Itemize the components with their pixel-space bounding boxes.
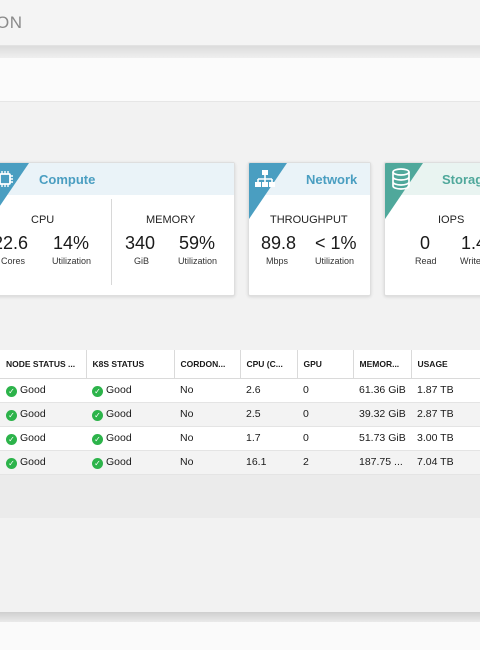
cordon-cell: No [174,402,240,427]
cpu-cores-value: 22.6 [0,233,29,253]
header-shadow [0,46,480,58]
usage-cell: 3.00 TB [411,426,480,451]
cpu-cell: 2.6 [240,378,297,403]
compute-divider [111,199,112,285]
table-row[interactable]: ✓ Good ✓ Good No 2.6 0 61.36 GiB 1.87 TB [0,378,480,403]
iops-write-value: 1.4 [461,233,480,253]
memory-cell: 39.32 GiB [353,402,411,427]
compute-card-header [0,163,234,195]
node-status-cell: ✓ Good [0,378,86,403]
cpu-cell: 2.5 [240,402,297,427]
column-header-usage[interactable]: USAGE [411,350,480,379]
compute-card: Compute CPU 22.6 Cores 14% Utilization M… [0,162,235,296]
page-title: ON [0,13,23,32]
column-header-node-status[interactable]: NODE STATUS ... [0,350,87,379]
cpu-util-label: Utilization [52,256,92,266]
cordon-cell: No [174,426,240,451]
usage-cell: 2.87 TB [411,402,480,427]
top-header: ON [0,0,480,46]
check-circle-icon: ✓ [92,385,103,397]
node-status-text: Good [20,383,46,396]
column-header-cordon[interactable]: CORDON... [174,350,241,379]
node-status-text: Good [20,431,46,444]
table-row[interactable]: ✓ Good ✓ Good No 2.5 0 39.32 GiB 2.87 TB [0,402,480,427]
check-circle-icon: ✓ [6,457,17,469]
memory-gib-label: GiB [134,256,150,266]
k8s-status-cell: ✓ Good [86,378,174,403]
check-circle-icon: ✓ [92,409,103,421]
memory-util-value: 59% [179,233,216,253]
node-status-text: Good [20,455,46,468]
memory-cell: 51.73 GiB [353,426,411,451]
iops-label: IOPS [438,214,465,226]
gpu-cell: 2 [297,450,353,475]
throughput-mbps-value: 89.8 [261,233,297,253]
node-status-cell: ✓ Good [0,450,86,475]
k8s-status-cell: ✓ Good [86,450,174,475]
column-header-cpu[interactable]: CPU (C... [240,350,298,379]
cordon-cell: No [174,378,240,403]
column-header-gpu[interactable]: GPU [297,350,354,379]
memory-util-label: Utilization [178,256,218,266]
usage-cell: 7.04 TB [411,450,480,475]
nodes-table-container: NODE STATUS ... K8S STATUS CORDON... CPU… [0,350,480,518]
cpu-cores-label: Cores [1,256,26,266]
iops-read-label: Read [415,256,437,266]
storage-card-corner [385,163,423,219]
cpu-label: CPU [31,214,55,226]
column-header-memory[interactable]: MEMOR... [353,350,412,379]
check-circle-icon: ✓ [6,385,17,397]
memory-cell: 61.36 GiB [353,378,411,403]
bottom-divider [0,612,480,622]
cpu-cell: 1.7 [240,426,297,451]
node-status-cell: ✓ Good [0,402,86,427]
k8s-status-text: Good [106,383,132,396]
network-card: Network THROUGHPUT 89.8 Mbps < 1% Utiliz… [248,162,371,296]
memory-label: MEMORY [146,214,196,226]
throughput-mbps-label: Mbps [266,256,289,266]
table-row[interactable]: ✓ Good ✓ Good No 16.1 2 187.75 ... 7.04 TB [0,450,480,475]
storage-card-title: Storag [442,172,480,187]
k8s-status-text: Good [106,431,132,444]
check-circle-icon: ✓ [92,433,103,445]
check-circle-icon: ✓ [6,433,17,445]
table-row[interactable]: ✓ Good ✓ Good No 1.7 0 51.73 GiB 3.00 TB [0,426,480,451]
memory-cell: 187.75 ... [353,450,411,475]
cpu-chip-icon [0,171,13,187]
cordon-cell: No [174,450,240,475]
k8s-status-cell: ✓ Good [86,402,174,427]
k8s-status-text: Good [106,455,132,468]
compute-card-title: Compute [39,172,96,187]
memory-gib-value: 340 [125,233,156,253]
gpu-cell: 0 [297,378,353,403]
gpu-cell: 0 [297,402,353,427]
database-icon [392,168,410,190]
network-topology-icon [255,170,275,187]
toolbar-bar [0,58,480,102]
node-status-text: Good [20,407,46,420]
throughput-util-label: Utilization [315,256,355,266]
column-header-k8s-status[interactable]: K8S STATUS [86,350,175,379]
iops-write-label: Write [460,256,480,266]
storage-card: Storag IOPS 0 Read 1.4 Write [384,162,480,296]
cpu-util-value: 14% [53,233,90,253]
node-status-cell: ✓ Good [0,426,86,451]
check-circle-icon: ✓ [6,409,17,421]
nodes-table: NODE STATUS ... K8S STATUS CORDON... CPU… [0,350,480,475]
gpu-cell: 0 [297,426,353,451]
check-circle-icon: ✓ [92,457,103,469]
network-card-title: Network [306,172,358,187]
usage-cell: 1.87 TB [411,378,480,403]
throughput-label: THROUGHPUT [270,214,348,226]
iops-read-value: 0 [420,233,431,253]
bottom-panel [0,622,480,650]
throughput-util-value: < 1% [315,233,357,253]
k8s-status-text: Good [106,407,132,420]
table-header-row: NODE STATUS ... K8S STATUS CORDON... CPU… [0,350,480,379]
k8s-status-cell: ✓ Good [86,426,174,451]
cpu-cell: 16.1 [240,450,297,475]
